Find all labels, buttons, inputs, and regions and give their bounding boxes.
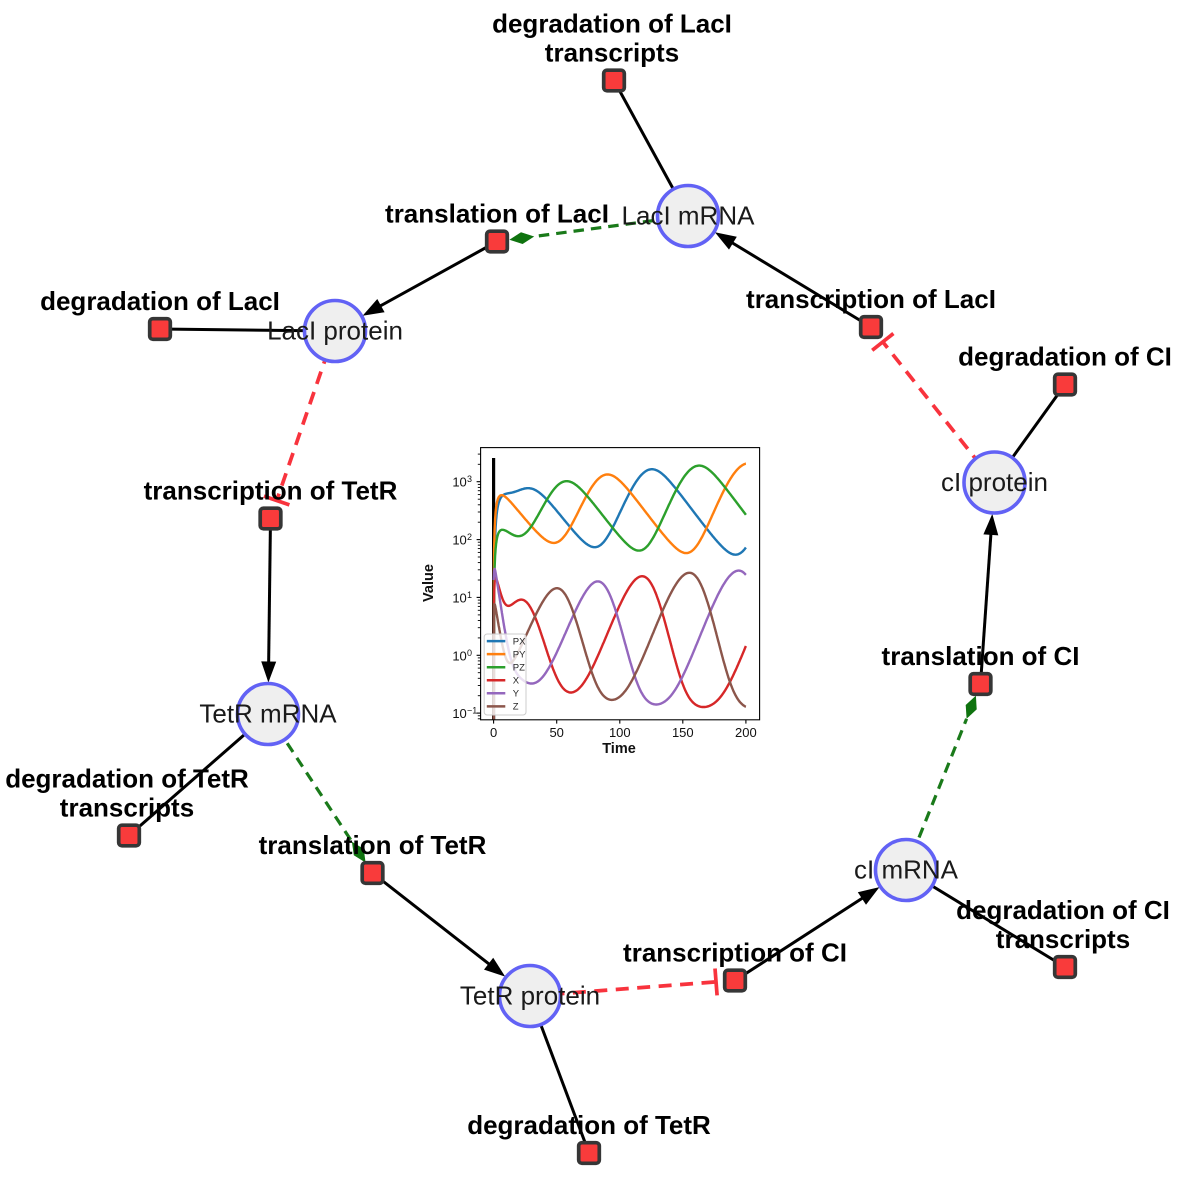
svg-text:Value: Value: [421, 564, 437, 602]
svg-text:degradation of LacI: degradation of LacI: [40, 286, 280, 316]
svg-text:transcripts: transcripts: [545, 38, 679, 68]
svg-text:degradation of CI: degradation of CI: [956, 895, 1170, 925]
svg-text:2: 2: [467, 532, 472, 542]
svg-text:translation of CI: translation of CI: [882, 641, 1080, 671]
svg-text:degradation of TetR: degradation of TetR: [5, 764, 249, 794]
svg-text:LacI protein: LacI protein: [267, 316, 403, 346]
svg-text:cI protein: cI protein: [941, 467, 1048, 497]
svg-text:Z: Z: [513, 702, 519, 713]
svg-text:200: 200: [735, 725, 757, 740]
svg-text:transcription of CI: transcription of CI: [623, 938, 847, 968]
svg-text:10: 10: [452, 648, 466, 663]
svg-text:degradation of CI: degradation of CI: [958, 342, 1172, 372]
svg-text:translation of LacI: translation of LacI: [385, 199, 609, 229]
svg-text:LacI mRNA: LacI mRNA: [622, 201, 756, 231]
svg-text:transcripts: transcripts: [996, 924, 1130, 954]
svg-text:PX: PX: [513, 636, 526, 647]
svg-text:Y: Y: [513, 689, 520, 700]
svg-text:50: 50: [549, 725, 563, 740]
svg-text:Time: Time: [602, 741, 636, 757]
svg-text:0: 0: [490, 725, 497, 740]
svg-text:transcripts: transcripts: [60, 793, 194, 823]
svg-text:3: 3: [467, 474, 472, 484]
svg-text:1: 1: [467, 590, 472, 600]
svg-text:X: X: [513, 676, 520, 687]
svg-text:TetR mRNA: TetR mRNA: [199, 699, 337, 729]
svg-text:cI mRNA: cI mRNA: [854, 855, 959, 885]
svg-text:10: 10: [452, 706, 466, 721]
svg-text:150: 150: [672, 725, 694, 740]
svg-text:10: 10: [452, 533, 466, 548]
svg-text:transcription of TetR: transcription of TetR: [144, 476, 398, 506]
svg-text:PZ: PZ: [513, 663, 525, 674]
svg-text:0: 0: [467, 648, 472, 658]
svg-text:TetR protein: TetR protein: [460, 981, 600, 1011]
svg-text:100: 100: [609, 725, 631, 740]
svg-text:PY: PY: [513, 649, 526, 660]
svg-text:translation of TetR: translation of TetR: [259, 830, 487, 860]
svg-text:degradation of LacI: degradation of LacI: [492, 9, 732, 39]
svg-text:degradation of TetR: degradation of TetR: [467, 1110, 711, 1140]
svg-text:transcription of LacI: transcription of LacI: [746, 284, 996, 314]
svg-text:10: 10: [452, 590, 466, 605]
svg-text:10: 10: [452, 475, 466, 490]
svg-text:−1: −1: [467, 706, 477, 716]
